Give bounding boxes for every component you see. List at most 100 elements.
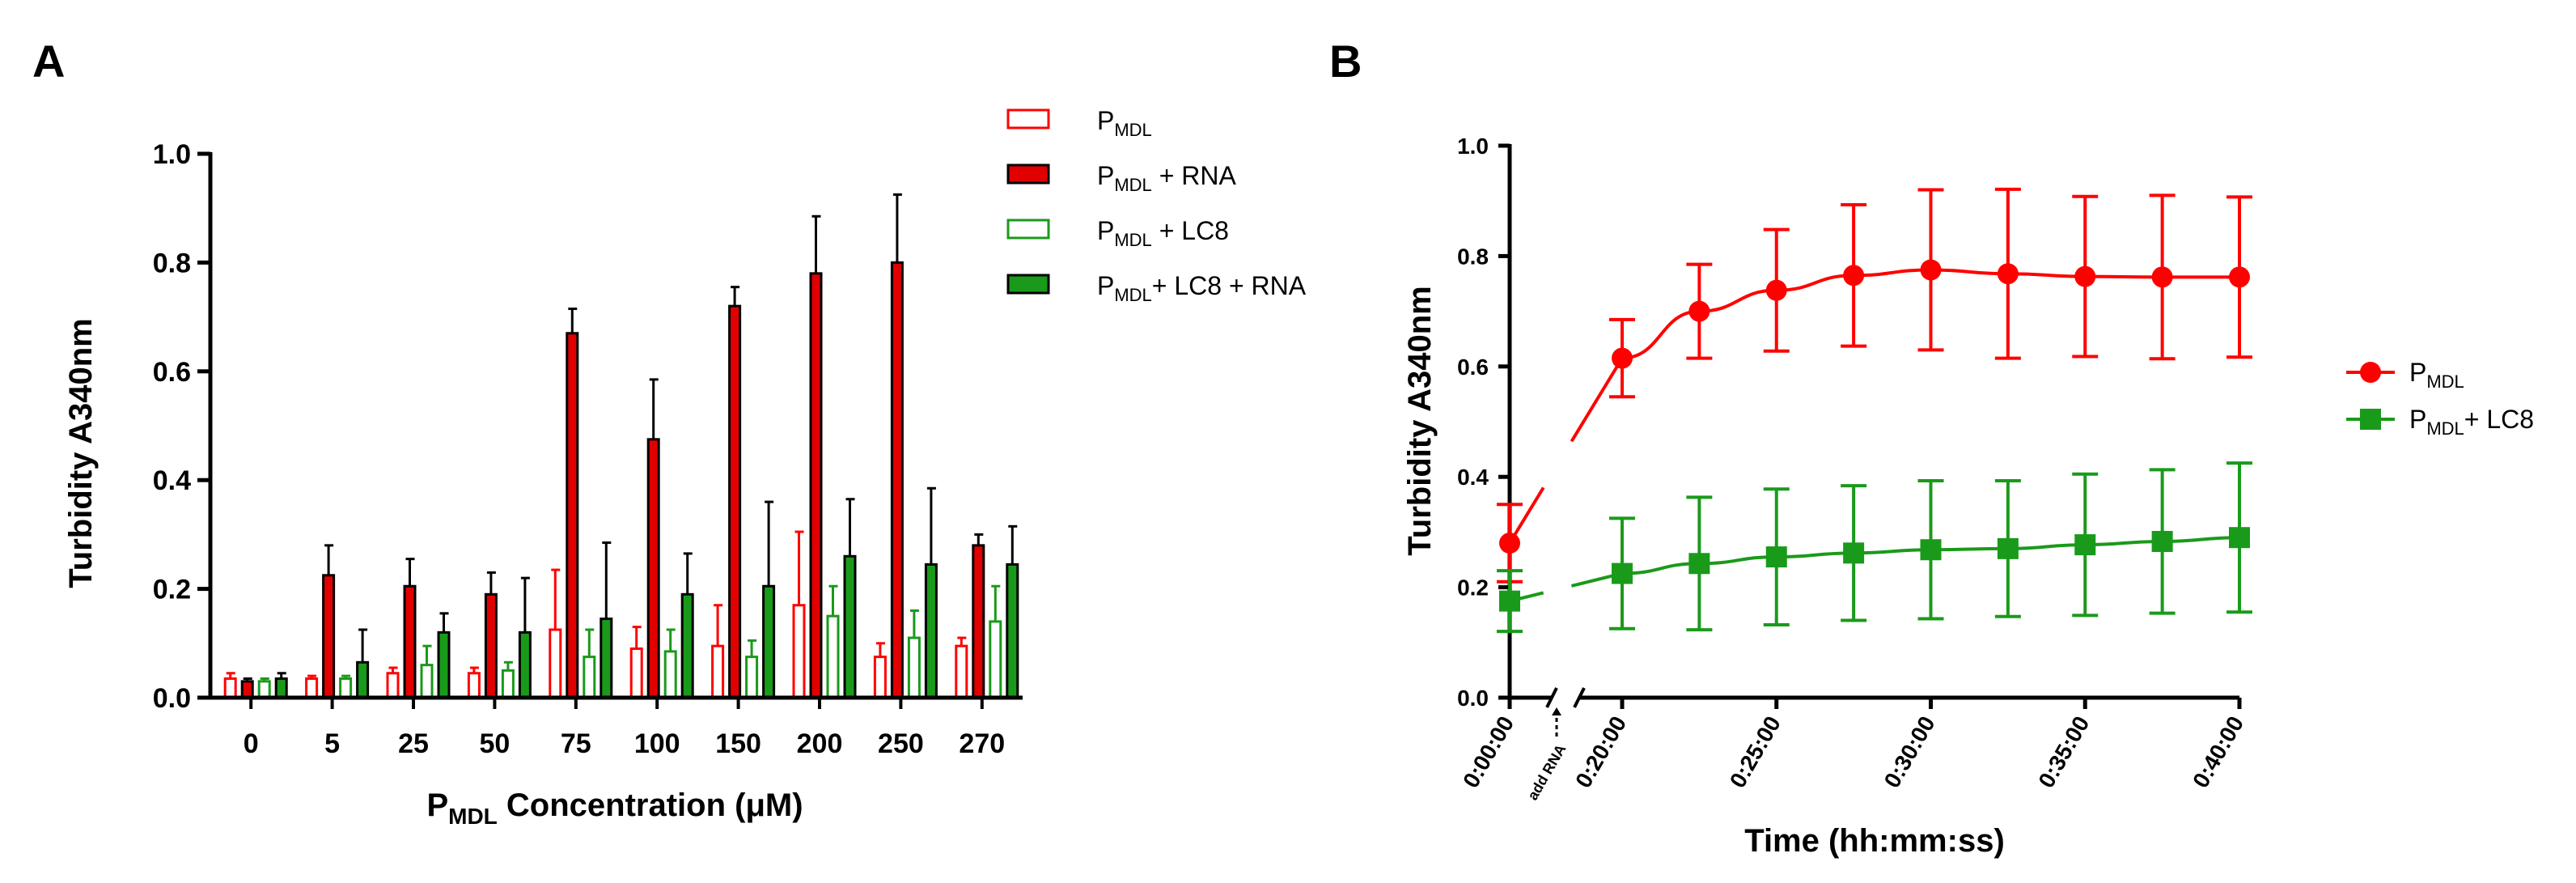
legend-label-main: P — [1097, 216, 1114, 245]
data-point — [2074, 534, 2096, 556]
legend-swatch — [1006, 274, 1050, 295]
add-rna-annotation: add RNA — [1524, 741, 1569, 803]
line-chart: 0.0 0.2 0.4 0.6 0.8 1.0 0:00:00 0:20:00 0:25:00 0… — [1402, 134, 2534, 859]
legend-label: PMDL+ LC8 + RNA — [1097, 271, 1307, 305]
legend-label-main: P — [2409, 358, 2426, 387]
bar — [890, 261, 904, 699]
x-axis-title-sub: MDL — [448, 804, 498, 829]
y-tick-label: 1.0 — [153, 139, 191, 170]
axis-break — [1573, 687, 1586, 708]
x-tick-label: 0:00:00 — [1458, 712, 1519, 792]
bar — [437, 630, 451, 699]
legend-label-main: P — [2409, 405, 2426, 434]
legend-label: PMDL + RNA — [1097, 161, 1236, 195]
x-tick-label: 0:25:00 — [1725, 712, 1786, 792]
legend-label-main: P — [1097, 161, 1114, 190]
x-axis-title-main: P — [426, 787, 448, 823]
legend-label-sub: MDL — [2426, 418, 2464, 439]
bar — [322, 574, 336, 699]
legend-label-sub: MDL — [1114, 285, 1151, 305]
bar — [518, 630, 532, 699]
data-point — [1997, 537, 2019, 559]
y-tick-label: 0.2 — [1457, 575, 1489, 601]
panel-a-label: A — [32, 36, 65, 87]
legend-swatch — [1006, 108, 1050, 129]
series-group — [1497, 187, 2252, 634]
bar — [745, 656, 759, 699]
legend-label: PMDL + LC8 — [1097, 216, 1229, 250]
y-tick-label: 0.4 — [153, 465, 191, 496]
data-point — [2074, 265, 2096, 287]
bar — [843, 554, 857, 699]
bar — [600, 618, 613, 699]
data-point — [1499, 533, 1520, 554]
series-line — [1508, 486, 1545, 545]
bar — [403, 584, 417, 699]
bar — [386, 672, 400, 699]
bar — [989, 620, 1002, 699]
data-point — [1688, 300, 1710, 322]
bar — [484, 592, 498, 699]
data-point — [2229, 527, 2250, 549]
data-point — [1843, 265, 1865, 287]
legend-swatch — [1006, 219, 1050, 240]
legend-marker — [2360, 409, 2381, 430]
series-line — [1570, 536, 2240, 588]
legend-label-main: P — [1097, 271, 1114, 300]
legend-swatch — [1006, 163, 1050, 185]
bar — [339, 677, 353, 699]
bar — [305, 677, 319, 699]
bar — [549, 628, 562, 699]
bar — [274, 677, 288, 699]
x-axis-title: PMDL Concentration (μM) — [426, 787, 803, 829]
axes: 0.0 0.2 0.4 0.6 0.8 1.0 0 5 25 50 75 100 150 200 250 27… — [153, 139, 1023, 759]
legend-label-sub: MDL — [1114, 120, 1151, 140]
y-tick-label: 1.0 — [1457, 134, 1489, 159]
y-tick-label: 0.6 — [153, 357, 191, 388]
x-tick-label: 5 — [324, 728, 340, 759]
axis-break — [1545, 687, 1558, 708]
bar — [467, 672, 481, 699]
x-tick-label: 100 — [634, 728, 680, 759]
bar — [501, 669, 515, 699]
data-point — [1765, 546, 1787, 568]
bar — [257, 680, 271, 699]
legend-label-sub: MDL — [2426, 371, 2464, 392]
bar — [972, 544, 985, 699]
bar — [792, 604, 806, 699]
y-tick-label: 0.4 — [1457, 465, 1489, 490]
data-point — [1843, 542, 1865, 564]
x-axis-title-rest: Concentration (μM) — [498, 787, 803, 823]
bar — [223, 677, 237, 699]
y-tick-label: 0.0 — [1457, 686, 1489, 711]
bar — [356, 660, 370, 699]
data-point — [1997, 263, 2019, 285]
y-axis-title: Turbidity A340nm — [63, 318, 99, 588]
x-tick-label: 50 — [479, 728, 510, 759]
data-point — [1612, 347, 1633, 369]
y-tick-label: 0.2 — [153, 575, 191, 605]
legend-label-sub: MDL — [1114, 175, 1151, 195]
data-point — [1920, 259, 1942, 281]
bar — [646, 438, 660, 699]
bar — [420, 664, 434, 699]
data-point — [2229, 266, 2250, 288]
x-tick-label: 250 — [878, 728, 924, 759]
panel-b-label: B — [1329, 36, 1362, 87]
bar — [240, 680, 254, 699]
x-tick-label: 0:35:00 — [2033, 712, 2094, 792]
x-tick-label: 75 — [561, 728, 591, 759]
bar — [924, 562, 938, 699]
bar — [728, 304, 742, 699]
bar — [809, 272, 823, 699]
bar — [907, 636, 921, 699]
bar — [826, 614, 840, 699]
x-tick-label: 25 — [398, 728, 429, 759]
legend-label-rest: + LC8 + RNA — [1152, 271, 1307, 300]
bar — [873, 656, 887, 699]
y-tick-label: 0.8 — [1457, 244, 1489, 269]
bar — [711, 644, 725, 699]
